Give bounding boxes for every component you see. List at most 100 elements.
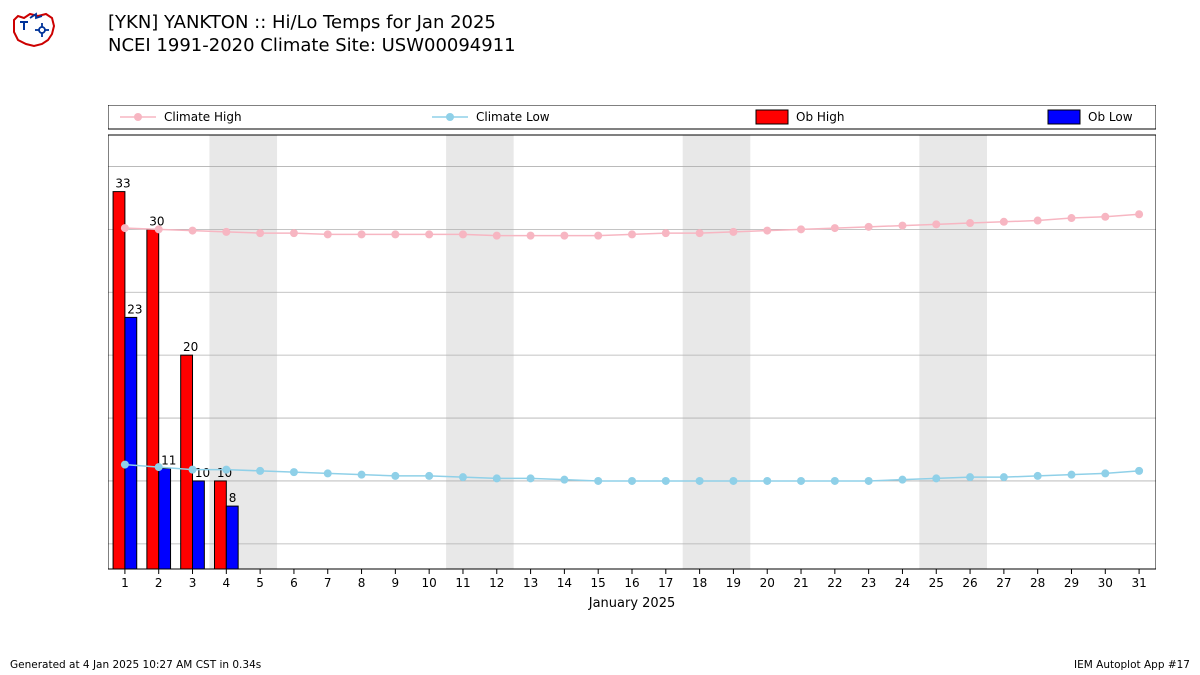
climate-high-marker [797,225,805,233]
climate-high-marker [222,228,230,236]
climate-low-marker [358,471,366,479]
ob-high-bar [181,355,193,569]
svg-text:6: 6 [290,576,298,590]
legend-ob-low: Ob Low [1088,110,1133,124]
svg-text:12: 12 [489,576,504,590]
climate-low-marker [324,469,332,477]
climate-high-marker [290,229,298,237]
svg-text:17: 17 [658,576,673,590]
climate-low-marker [966,473,974,481]
ob-high-bar [214,481,226,569]
svg-text:25: 25 [929,576,944,590]
climate-high-marker [898,222,906,230]
climate-low-marker [121,461,129,469]
climate-low-marker [189,466,197,474]
climate-low-marker [696,477,704,485]
svg-text:10: 10 [422,576,437,590]
svg-text:10: 10 [195,466,210,480]
climate-high-marker [256,229,264,237]
climate-high-marker [932,220,940,228]
svg-text:15: 15 [591,576,606,590]
title-line-2: NCEI 1991-2020 Climate Site: USW00094911 [108,35,516,58]
climate-high-marker [966,219,974,227]
climate-low-marker [1067,471,1075,479]
climate-low-marker [898,476,906,484]
climate-high-marker [1135,210,1143,218]
legend-climate-low: Climate Low [476,110,550,124]
climate-high-marker [1101,213,1109,221]
svg-text:27: 27 [996,576,1011,590]
climate-low-marker [493,474,501,482]
ob-low-bar [125,317,137,569]
svg-text:13: 13 [523,576,538,590]
climate-low-marker [1000,473,1008,481]
svg-text:2: 2 [155,576,163,590]
climate-high-marker [493,232,501,240]
svg-text:30: 30 [1098,576,1113,590]
climate-low-marker [256,467,264,475]
x-axis-label: January 2025 [588,596,676,611]
svg-text:20: 20 [760,576,775,590]
svg-text:8: 8 [358,576,366,590]
svg-text:33: 33 [115,177,130,191]
chart-title: [YKN] YANKTON :: Hi/Lo Temps for Jan 202… [108,12,516,57]
temperature-chart: Climate High Climate Low Ob High Ob Low 5 10 1… [108,105,1156,615]
svg-text:14: 14 [557,576,572,590]
title-line-1: [YKN] YANKTON :: Hi/Lo Temps for Jan 202… [108,12,516,35]
climate-low-marker [391,472,399,480]
svg-text:26: 26 [962,576,977,590]
climate-low-marker [425,472,433,480]
climate-low-marker [155,463,163,471]
climate-low-marker [1034,472,1042,480]
climate-high-marker [729,228,737,236]
climate-high-marker [527,232,535,240]
climate-high-marker [763,227,771,235]
climate-low-marker [729,477,737,485]
svg-text:3: 3 [189,576,197,590]
svg-text:7: 7 [324,576,332,590]
climate-low-marker [594,477,602,485]
climate-high-marker [391,230,399,238]
svg-text:21: 21 [793,576,808,590]
svg-text:11: 11 [455,576,470,590]
svg-text:20: 20 [183,340,198,354]
ob-low-bar [159,468,171,569]
svg-text:8: 8 [229,491,237,505]
svg-text:29: 29 [1064,576,1079,590]
legend-ob-high: Ob High [796,110,844,124]
svg-text:5: 5 [256,576,264,590]
ob-low-bar [193,481,205,569]
climate-high-marker [324,230,332,238]
climate-low-marker [831,477,839,485]
climate-low-marker [662,477,670,485]
climate-high-marker [1034,217,1042,225]
svg-text:23: 23 [127,302,142,316]
climate-high-marker [121,224,129,232]
climate-high-marker [628,230,636,238]
footer-app: IEM Autoplot App #17 [1074,659,1190,671]
svg-text:16: 16 [624,576,639,590]
legend-climate-high: Climate High [164,110,242,124]
svg-text:1: 1 [121,576,129,590]
svg-text:22: 22 [827,576,842,590]
climate-low-marker [290,468,298,476]
climate-high-marker [155,225,163,233]
climate-low-marker [865,477,873,485]
svg-text:18: 18 [692,576,707,590]
climate-low-marker [797,477,805,485]
climate-low-marker [1101,469,1109,477]
ob-low-bar [226,506,238,569]
svg-text:28: 28 [1030,576,1045,590]
svg-text:9: 9 [392,576,400,590]
climate-high-marker [696,229,704,237]
climate-low-marker [222,466,230,474]
svg-text:24: 24 [895,576,910,590]
iem-logo-icon [10,8,56,50]
svg-text:4: 4 [223,576,231,590]
svg-text:23: 23 [861,576,876,590]
climate-high-marker [189,227,197,235]
climate-high-marker [865,223,873,231]
climate-low-marker [1135,467,1143,475]
climate-high-marker [662,229,670,237]
climate-high-marker [560,232,568,240]
